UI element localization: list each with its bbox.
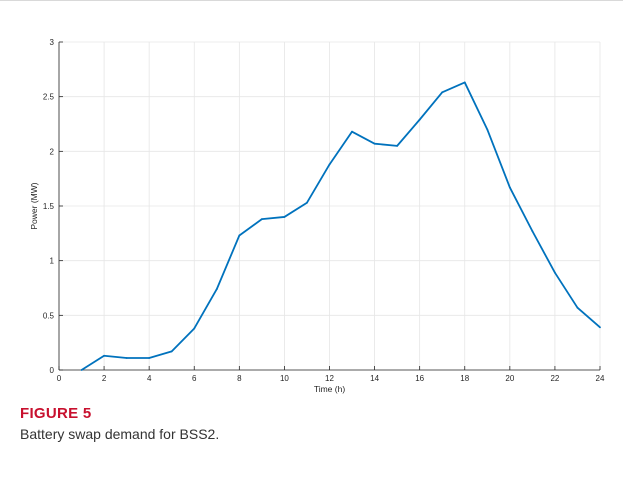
x-axis-ticks: 0 2 4 6 8 10 12 14 16 18 20 22 24 <box>57 366 605 383</box>
data-point <box>554 271 556 274</box>
data-point <box>80 369 83 371</box>
data-point <box>215 288 218 290</box>
data-point <box>193 327 196 330</box>
x-tick-label: 10 <box>280 374 289 383</box>
figure-caption: FIGURE 5 Battery swap demand for BSS2. <box>20 405 219 442</box>
x-tick-label: 12 <box>325 374 334 383</box>
x-tick-label: 22 <box>550 374 559 383</box>
y-tick-label: 0 <box>50 366 55 375</box>
x-axis-label: Time (h) <box>314 384 345 394</box>
y-tick-label: 0.5 <box>43 311 55 320</box>
series-line <box>81 81 601 371</box>
data-point <box>148 357 151 359</box>
data-point <box>238 234 241 237</box>
x-tick-label: 0 <box>57 374 62 383</box>
top-border <box>0 0 623 1</box>
y-tick-label: 3 <box>50 38 55 47</box>
y-tick-label: 2.5 <box>43 93 55 102</box>
x-tick-label: 16 <box>415 374 424 383</box>
data-point <box>283 216 286 218</box>
x-tick-label: 2 <box>102 374 107 383</box>
y-axis-label: Power (MW) <box>29 182 39 229</box>
x-tick-label: 24 <box>596 374 605 383</box>
data-point <box>508 186 511 189</box>
data-point <box>306 201 308 204</box>
data-point <box>396 144 399 147</box>
x-tick-label: 20 <box>505 374 514 383</box>
data-point <box>599 326 601 329</box>
data-point <box>260 218 263 221</box>
x-tick-label: 4 <box>147 374 152 383</box>
data-point <box>328 163 331 166</box>
x-tick-label: 6 <box>192 374 197 383</box>
data-point <box>531 230 534 233</box>
x-tick-label: 14 <box>370 374 379 383</box>
figure-number: FIGURE 5 <box>20 405 92 422</box>
series-group <box>80 81 601 371</box>
data-point <box>125 357 128 359</box>
data-point <box>576 306 579 309</box>
y-axis-ticks: 0 0.5 1 1.5 2 2.5 3 <box>43 38 63 375</box>
data-point <box>418 118 421 121</box>
y-tick-label: 1 <box>50 257 55 266</box>
data-point <box>463 81 466 84</box>
line-chart: 0 2 4 6 8 10 12 14 16 18 20 22 24 00.511.522.53 Time… <box>29 38 605 394</box>
figure-caption-text: Battery swap demand for BSS2. <box>20 426 220 442</box>
y-tick-label: 1.5 <box>43 202 55 211</box>
data-point <box>441 91 444 94</box>
x-tick-label: 18 <box>460 374 469 383</box>
y-tick-label: 2 <box>50 147 55 156</box>
data-point <box>170 350 173 353</box>
data-point <box>351 130 353 133</box>
x-tick-label: 8 <box>237 374 242 383</box>
data-point <box>103 354 105 357</box>
data-point <box>486 128 489 131</box>
data-point <box>373 142 376 145</box>
